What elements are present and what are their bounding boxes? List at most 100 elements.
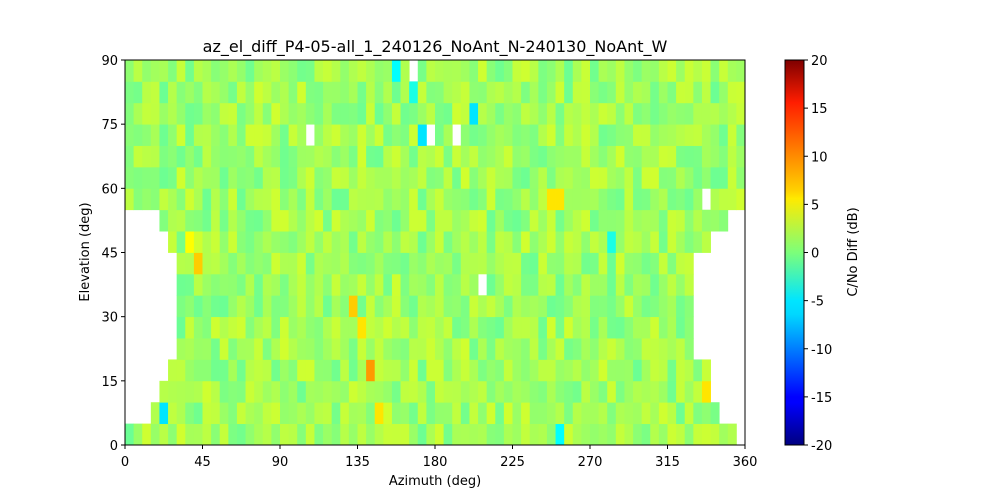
heatmap-cell <box>219 81 229 104</box>
heatmap-cell <box>572 209 582 232</box>
heatmap-cell <box>417 81 427 104</box>
heatmap-cell <box>538 188 548 211</box>
x-tick-label: 360 <box>733 455 758 470</box>
heatmap-cell <box>159 124 169 146</box>
heatmap-cell <box>417 295 427 318</box>
heatmap-cell <box>684 295 694 318</box>
heatmap-cell <box>297 124 307 146</box>
heatmap-cell <box>624 316 634 339</box>
heatmap-cell <box>159 81 169 104</box>
heatmap-cell <box>357 209 367 232</box>
heatmap-cell <box>168 402 178 425</box>
heatmap-cell <box>676 166 686 189</box>
heatmap-cell <box>684 124 694 146</box>
heatmap-cell <box>650 252 660 275</box>
heatmap-cell <box>305 252 315 275</box>
heatmap-cell <box>581 231 591 253</box>
heatmap-cell <box>236 359 246 382</box>
heatmap-cell <box>615 359 625 382</box>
heatmap-cell <box>503 145 513 168</box>
heatmap-cell <box>297 166 307 189</box>
heatmap-cell <box>228 188 238 211</box>
heatmap-cell <box>641 188 651 211</box>
heatmap-cell <box>452 209 462 232</box>
heatmap-cell <box>564 252 574 275</box>
heatmap-cell <box>633 316 643 339</box>
heatmap-cell <box>400 231 410 253</box>
heatmap-cell <box>598 102 608 125</box>
heatmap-cell <box>245 316 255 339</box>
heatmap-cell <box>142 145 152 168</box>
heatmap-cell <box>546 402 556 425</box>
heatmap-cell <box>658 380 668 403</box>
heatmap-cell <box>391 124 401 146</box>
heatmap-cell <box>529 252 539 275</box>
heatmap-cell <box>142 102 152 125</box>
heatmap-cell <box>185 231 195 253</box>
heatmap-cell <box>262 102 272 125</box>
heatmap-cell <box>323 145 333 168</box>
heatmap-cell <box>202 145 212 168</box>
heatmap-cell <box>202 60 212 82</box>
heatmap-cell <box>366 209 376 232</box>
heatmap-cell <box>305 316 315 339</box>
heatmap-cell <box>374 124 384 146</box>
heatmap-cell <box>452 60 462 82</box>
heatmap-cell <box>374 423 384 446</box>
heatmap-cell <box>667 124 677 146</box>
heatmap-cell <box>615 316 625 339</box>
heatmap-cell <box>590 124 600 146</box>
heatmap-cell <box>383 338 393 360</box>
heatmap-cell <box>736 81 746 104</box>
heatmap-cell <box>495 380 505 403</box>
heatmap-cell <box>323 252 333 275</box>
heatmap-cell <box>435 252 445 275</box>
heatmap-cell <box>383 102 393 125</box>
heatmap-cell <box>176 81 186 104</box>
heatmap-cell <box>254 124 264 146</box>
heatmap-cell <box>417 166 427 189</box>
heatmap-cell <box>271 273 281 296</box>
colorbar-tick-label: 5 <box>811 198 819 213</box>
heatmap-cell <box>546 124 556 146</box>
heatmap-cell <box>305 60 315 82</box>
heatmap-cell <box>435 295 445 318</box>
heatmap-cell <box>486 102 496 125</box>
heatmap-cell <box>624 60 634 82</box>
heatmap-cell <box>684 359 694 382</box>
heatmap-cell <box>417 402 427 425</box>
heatmap-cell <box>658 402 668 425</box>
heatmap-cell <box>193 273 203 296</box>
heatmap-cell <box>555 231 565 253</box>
heatmap-cell <box>555 209 565 232</box>
heatmap-cell <box>598 60 608 82</box>
heatmap-cell <box>650 102 660 125</box>
heatmap-cell <box>581 102 591 125</box>
heatmap-cell <box>400 295 410 318</box>
heatmap-cell <box>590 209 600 232</box>
heatmap-cell <box>460 380 470 403</box>
heatmap-cell <box>219 145 229 168</box>
heatmap-cell <box>211 402 221 425</box>
heatmap-cell <box>228 209 238 232</box>
heatmap-cell <box>701 81 711 104</box>
heatmap-cell <box>650 380 660 403</box>
heatmap-cell <box>228 145 238 168</box>
heatmap-cell <box>546 188 556 211</box>
heatmap-cell <box>684 402 694 425</box>
x-tick-label: 225 <box>500 455 525 470</box>
heatmap-cell <box>262 166 272 189</box>
heatmap-cell <box>684 231 694 253</box>
heatmap-cell <box>503 402 513 425</box>
heatmap-cell <box>314 380 324 403</box>
heatmap-cell <box>633 81 643 104</box>
heatmap-cell <box>245 273 255 296</box>
heatmap-cell <box>288 81 298 104</box>
heatmap-cell <box>185 124 195 146</box>
heatmap-cell <box>150 81 160 104</box>
heatmap-cell <box>564 380 574 403</box>
heatmap-cell <box>624 295 634 318</box>
heatmap-cell <box>245 402 255 425</box>
heatmap-cell <box>676 273 686 296</box>
heatmap-cell <box>469 145 479 168</box>
